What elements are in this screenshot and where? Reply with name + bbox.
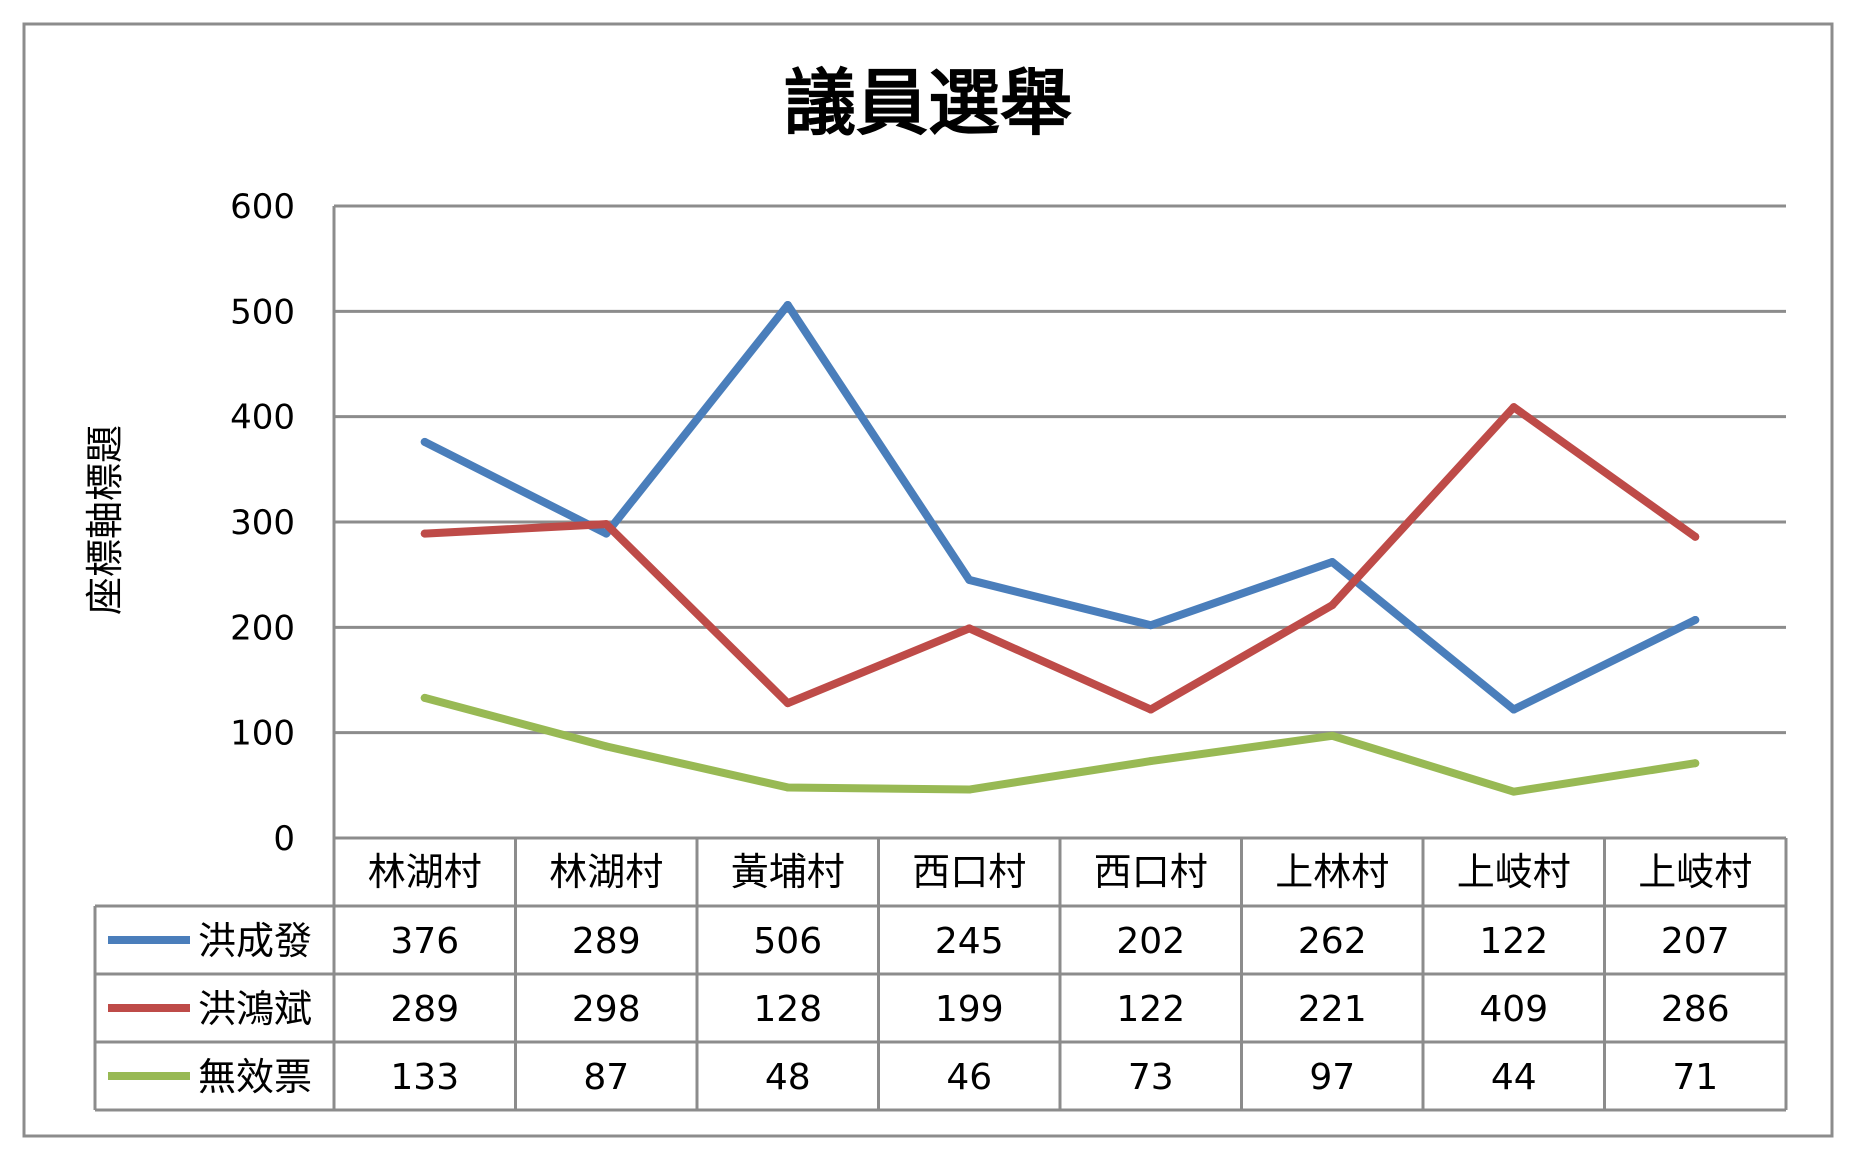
category-label: 上岐村: [1457, 850, 1571, 894]
data-label: 298: [572, 989, 641, 1030]
legend-label: 無效票: [198, 1055, 312, 1099]
data-point: [1509, 787, 1518, 796]
data-label: 506: [753, 921, 822, 962]
data-point: [965, 575, 974, 584]
data-point: [1509, 403, 1518, 412]
data-point: [420, 529, 429, 538]
y-tick-label: 500: [230, 292, 295, 332]
data-point: [420, 693, 429, 702]
data-label: 409: [1479, 989, 1548, 1030]
data-point: [965, 785, 974, 794]
data-label: 87: [583, 1057, 629, 1098]
series-line: [420, 403, 1700, 714]
chart-border: [22, 22, 1834, 1138]
data-label: 286: [1661, 989, 1730, 1030]
category-label: 林湖村: [368, 850, 482, 894]
y-axis-label: 座標軸標題: [83, 425, 127, 615]
data-label: 289: [390, 989, 459, 1030]
data-point: [1328, 601, 1337, 610]
data-label: 202: [1116, 921, 1185, 962]
y-tick-label: 200: [230, 608, 295, 648]
category-label: 黃埔村: [731, 850, 845, 894]
category-label: 林湖村: [549, 850, 663, 894]
data-label: 44: [1491, 1057, 1537, 1098]
category-label: 上岐村: [1638, 850, 1752, 894]
legend-label: 洪鴻斌: [198, 987, 312, 1031]
data-label: 48: [765, 1057, 811, 1098]
series-lines: [420, 301, 1700, 796]
data-point: [783, 783, 792, 792]
data-label: 221: [1298, 989, 1367, 1030]
data-point: [1146, 705, 1155, 714]
series-line: [420, 301, 1700, 714]
data-label: 46: [946, 1057, 992, 1098]
data-point: [1146, 757, 1155, 766]
data-point: [1691, 615, 1700, 624]
data-point: [420, 437, 429, 446]
y-tick-label: 100: [230, 714, 295, 754]
data-point: [783, 301, 792, 310]
data-point: [1509, 705, 1518, 714]
data-point: [965, 624, 974, 633]
y-tick-label: 600: [230, 187, 295, 227]
data-point: [1328, 558, 1337, 567]
legend-label: 洪成發: [198, 919, 312, 963]
data-label: 97: [1309, 1057, 1355, 1098]
y-tick-label: 300: [230, 503, 295, 543]
data-label: 122: [1116, 989, 1185, 1030]
data-point: [1691, 532, 1700, 541]
category-label: 西口村: [912, 850, 1026, 894]
data-label: 73: [1128, 1057, 1174, 1098]
category-label: 西口村: [1094, 850, 1208, 894]
data-label: 71: [1672, 1057, 1718, 1098]
data-label: 207: [1661, 921, 1730, 962]
data-label: 289: [572, 921, 641, 962]
y-axis-ticks: 0 100 200 300 400 500 600: [230, 187, 295, 859]
data-label: 245: [935, 921, 1004, 962]
data-label: 128: [753, 989, 822, 1030]
chart-title: 議員選舉: [784, 61, 1072, 145]
y-tick-label: 400: [230, 398, 295, 438]
data-point: [1328, 731, 1337, 740]
series-line: [420, 693, 1700, 796]
data-point: [602, 742, 611, 751]
data-point: [1691, 759, 1700, 768]
y-tick-label: 0: [273, 819, 295, 859]
data-label: 122: [1479, 921, 1548, 962]
data-label: 199: [935, 989, 1004, 1030]
data-point: [1146, 621, 1155, 630]
data-point: [783, 699, 792, 708]
data-label: 262: [1298, 921, 1367, 962]
category-label: 上林村: [1275, 850, 1389, 894]
data-label: 133: [390, 1057, 459, 1098]
data-label: 376: [390, 921, 459, 962]
data-point: [602, 520, 611, 529]
